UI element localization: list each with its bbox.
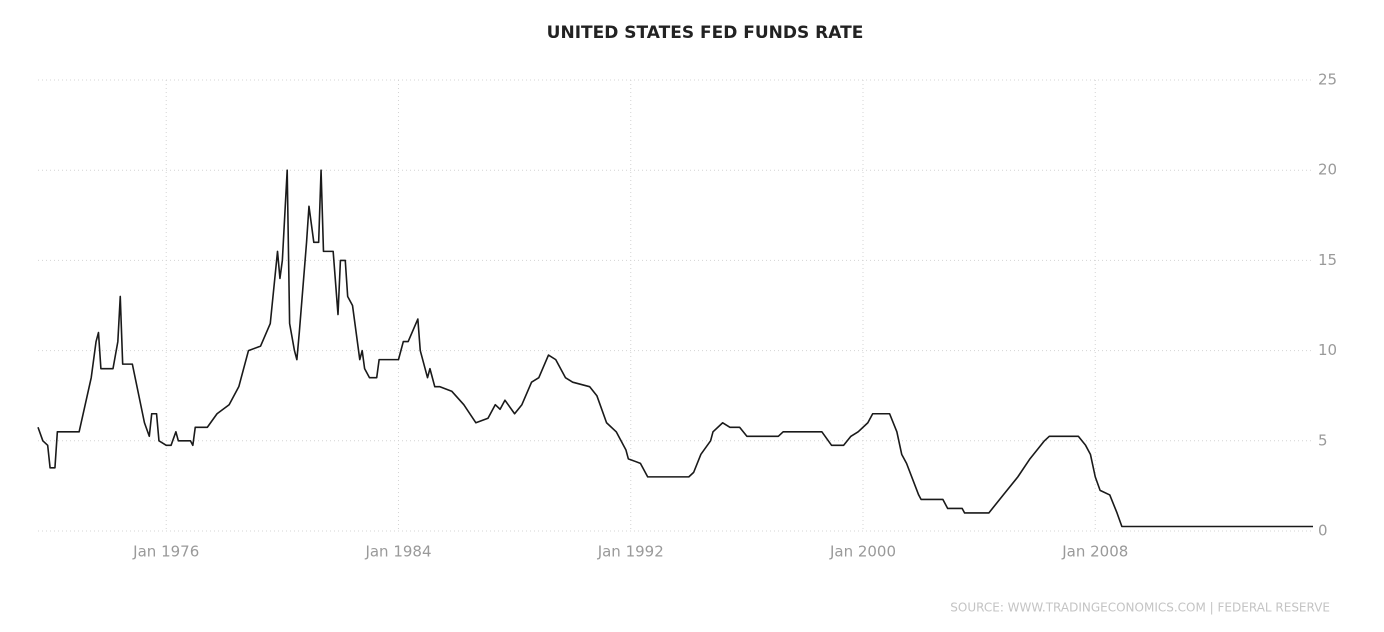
x-tick-label: Jan 1984	[364, 543, 431, 561]
source-note: SOURCE: WWW.TRADINGECONOMICS.COM | FEDER…	[950, 601, 1330, 615]
chart-title: UNITED STATES FED FUNDS RATE	[547, 23, 864, 43]
y-tick-label: 0	[1318, 522, 1328, 540]
y-tick-label: 5	[1318, 431, 1328, 449]
x-tick-label: Jan 1976	[132, 543, 199, 561]
x-tick-label: Jan 2000	[829, 543, 896, 561]
x-tick-label: Jan 1992	[597, 543, 664, 561]
y-tick-label: 15	[1318, 251, 1337, 269]
y-tick-label: 20	[1318, 161, 1337, 179]
y-tick-label: 25	[1318, 71, 1337, 89]
x-tick-label: Jan 2008	[1061, 543, 1128, 561]
y-tick-label: 10	[1318, 341, 1337, 359]
data-line	[37, 169, 1313, 528]
